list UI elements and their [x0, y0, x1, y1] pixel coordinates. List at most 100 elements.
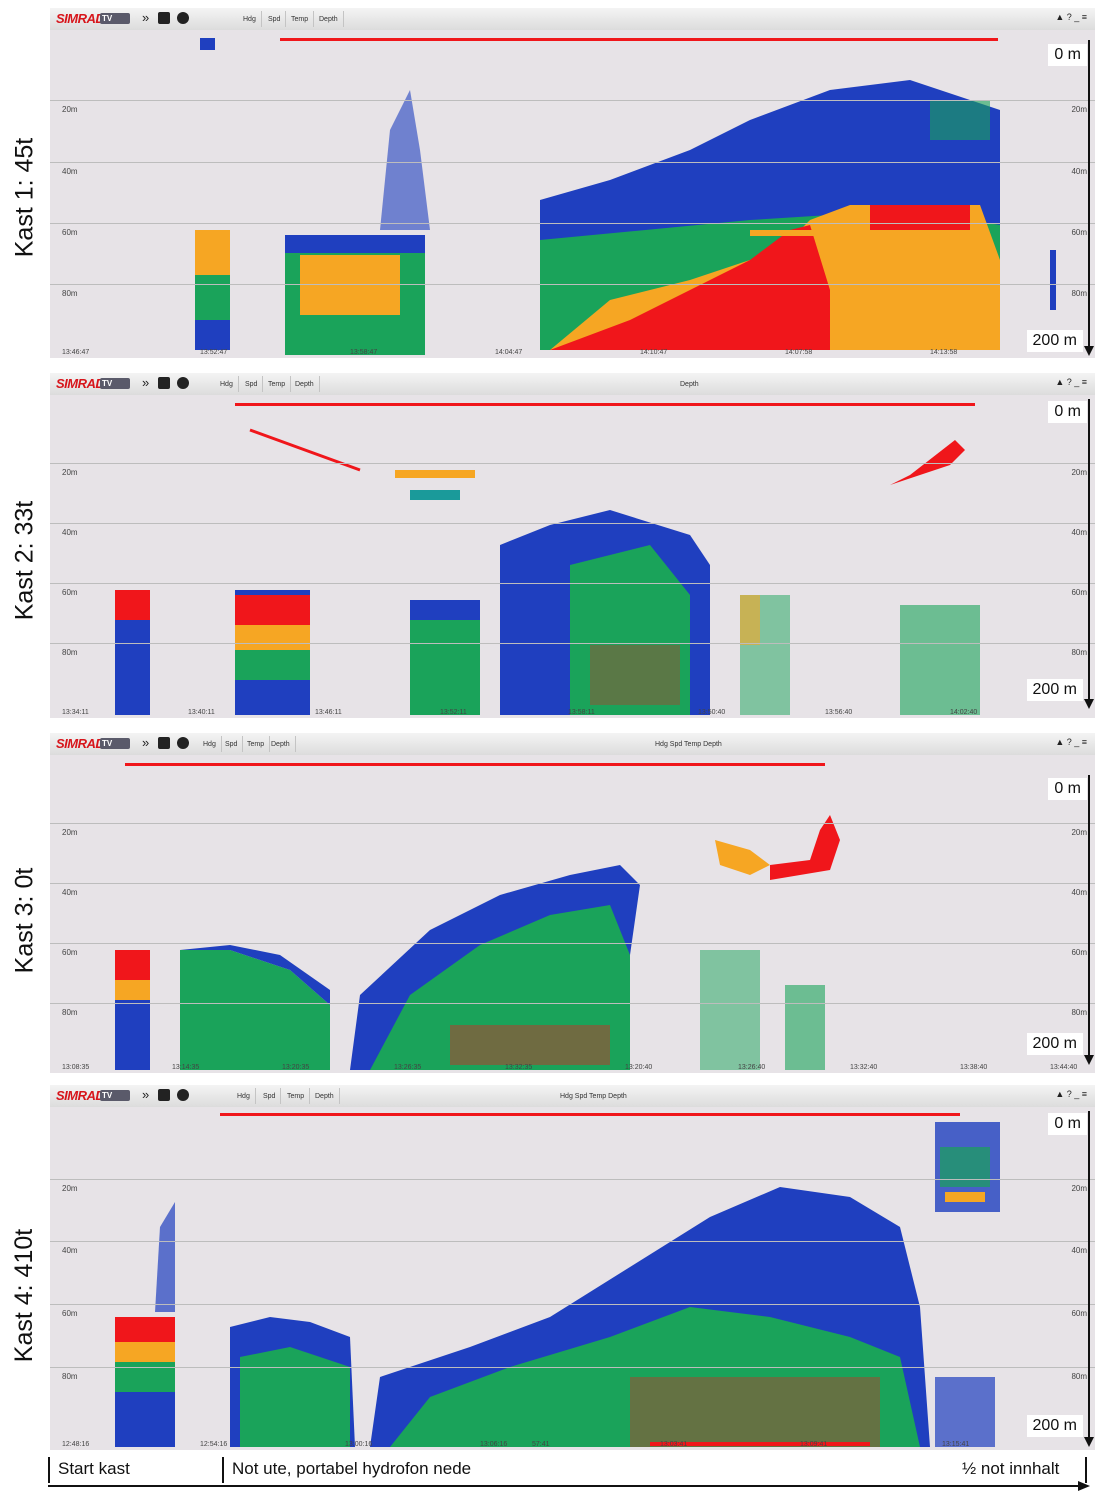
temp-button[interactable]: Temp: [282, 1088, 311, 1104]
depth-label-40: 40m: [62, 167, 78, 176]
camera-icon[interactable]: [158, 737, 170, 749]
depth-label-80: 80m: [62, 648, 78, 657]
echogram-4: 20m 40m 60m 80m 20m 40m 60m 80m 12:48:16…: [50, 1107, 1095, 1450]
time-label: 13:52:47: [200, 349, 228, 356]
depth-arrow-line: [1088, 40, 1090, 348]
kast-4-label-text: Kast 4: 410t: [10, 1228, 39, 1362]
time-label: 14:04:47: [495, 349, 523, 356]
time-label: 13:40:11: [188, 709, 215, 716]
time-label: 13:46:11: [315, 709, 342, 716]
time-label: 13:08:35: [62, 1064, 90, 1071]
hdg-button[interactable]: Hdg: [198, 736, 222, 752]
camera-icon[interactable]: [158, 377, 170, 389]
collapse-chevron-icon[interactable]: »: [142, 375, 150, 390]
depth-button[interactable]: Depth: [310, 1088, 340, 1104]
time-label: 13:26:35: [394, 1064, 422, 1071]
depth-label-80-right: 80m: [1071, 1008, 1087, 1017]
spd-button[interactable]: Spd: [263, 11, 287, 27]
time-label: 14:07:58: [785, 349, 813, 356]
depth-label-20-right: 20m: [1071, 468, 1087, 477]
echosounder-toolbar-1: SIMRAD TV » Hdg Spd Temp Depth ▲ ? _ ≡: [50, 8, 1095, 31]
temp-button[interactable]: Temp: [286, 11, 315, 27]
spd-button[interactable]: Spd: [220, 736, 244, 752]
record-icon[interactable]: [177, 737, 189, 749]
depth-label-60-right: 60m: [1071, 588, 1087, 597]
depth-label-60: 60m: [62, 588, 78, 597]
toolbar-extra-buttons[interactable]: Hdg Spd Temp Depth: [560, 1092, 627, 1100]
record-icon[interactable]: [177, 377, 189, 389]
record-icon[interactable]: [177, 12, 189, 24]
depth-label-60-right: 60m: [1071, 228, 1087, 237]
kast-2-label: Kast 2: 33t: [0, 400, 50, 720]
kast-1-label: Kast 1: 45t: [0, 40, 50, 355]
time-label: 13:26:40: [738, 1064, 766, 1071]
timeline-arrow-icon: [1078, 1481, 1090, 1491]
net-out-marker: [222, 1457, 224, 1483]
depth-label-80-right: 80m: [1071, 289, 1087, 298]
depth-label-80: 80m: [62, 1372, 78, 1381]
camera-icon[interactable]: [158, 1089, 170, 1101]
depth-label-40-right: 40m: [1071, 528, 1087, 537]
depth-axis-top: 0 m: [1048, 44, 1087, 66]
time-label: 13:00:16: [345, 1441, 373, 1448]
haul-timeline: Start kast Not ute, portabel hydrofon ne…: [0, 1455, 1095, 1493]
depth-label-80-right: 80m: [1071, 1372, 1087, 1381]
time-label: 13:32:35: [505, 1064, 533, 1071]
depth-label-80: 80m: [62, 289, 78, 298]
echogram-3: 20m 40m 60m 80m 20m 40m 60m 80m 13:08:35…: [50, 755, 1095, 1073]
time-label: 13:46:47: [62, 349, 90, 356]
temp-button[interactable]: Temp: [263, 376, 292, 392]
time-label: 14:13:58: [930, 349, 958, 356]
hdg-button[interactable]: Hdg: [232, 1088, 256, 1104]
spd-button[interactable]: Spd: [240, 376, 264, 392]
hdg-button[interactable]: Hdg: [215, 376, 239, 392]
toolbar-extra-buttons[interactable]: Hdg Spd Temp Depth: [655, 740, 722, 748]
collapse-chevron-icon[interactable]: »: [142, 10, 150, 25]
record-icon[interactable]: [177, 1089, 189, 1101]
depth-axis-top: 0 m: [1048, 778, 1087, 800]
depth-label-20-right: 20m: [1071, 1184, 1087, 1193]
depth-label-20: 20m: [62, 1184, 78, 1193]
simrad-logo: SIMRAD: [56, 376, 105, 391]
window-controls[interactable]: ▲ ? _ ≡: [1055, 1089, 1087, 1099]
depth-extra-label[interactable]: Depth: [680, 380, 699, 388]
depth-button[interactable]: Depth: [266, 736, 296, 752]
depth-arrow-line: [1088, 775, 1090, 1057]
hdg-button[interactable]: Hdg: [238, 11, 262, 27]
time-label: 13:38:40: [960, 1064, 988, 1071]
time-label: 13:52:11: [440, 709, 467, 716]
time-label: 57:41: [532, 1441, 550, 1448]
depth-label-40-right: 40m: [1071, 888, 1087, 897]
window-controls[interactable]: ▲ ? _ ≡: [1055, 377, 1087, 387]
depth-button[interactable]: Depth: [290, 376, 320, 392]
depth-axis-bottom: 200 m: [1026, 679, 1083, 701]
collapse-chevron-icon[interactable]: »: [142, 735, 150, 750]
time-label: 12:54:16: [200, 1441, 228, 1448]
depth-label-20: 20m: [62, 105, 78, 114]
depth-arrow-line: [1088, 399, 1090, 701]
time-label: 13:20:35: [282, 1064, 310, 1071]
time-label: 13:14:35: [172, 1064, 200, 1071]
tv-badge: TV: [100, 738, 130, 749]
depth-arrow-line: [1088, 1111, 1090, 1439]
depth-label-40: 40m: [62, 1246, 78, 1255]
tv-badge: TV: [100, 1090, 130, 1101]
camera-icon[interactable]: [158, 12, 170, 24]
depth-axis-bottom: 200 m: [1026, 1415, 1083, 1437]
window-controls[interactable]: ▲ ? _ ≡: [1055, 12, 1087, 22]
time-label: 13:15:41: [942, 1441, 970, 1448]
time-label: 14:02:40: [950, 709, 978, 716]
depth-label-80: 80m: [62, 1008, 78, 1017]
depth-arrow-icon: [1084, 1437, 1094, 1447]
echogram-1: 20m 40m 60m 80m 20m 40m 60m 80m 13:46:47…: [50, 30, 1095, 358]
depth-button[interactable]: Depth: [314, 11, 344, 27]
collapse-chevron-icon[interactable]: »: [142, 1087, 150, 1102]
time-label: 13:20:40: [625, 1064, 653, 1071]
depth-label-20-right: 20m: [1071, 105, 1087, 114]
spd-button[interactable]: Spd: [258, 1088, 282, 1104]
temp-button[interactable]: Temp: [242, 736, 271, 752]
timeline-arrow-line: [48, 1485, 1078, 1487]
echogram-panel-3: SIMRAD TV » Hdg Spd Temp Depth Hdg Spd T…: [50, 733, 1095, 1073]
kast-2-label-text: Kast 2: 33t: [10, 500, 39, 620]
window-controls[interactable]: ▲ ? _ ≡: [1055, 737, 1087, 747]
